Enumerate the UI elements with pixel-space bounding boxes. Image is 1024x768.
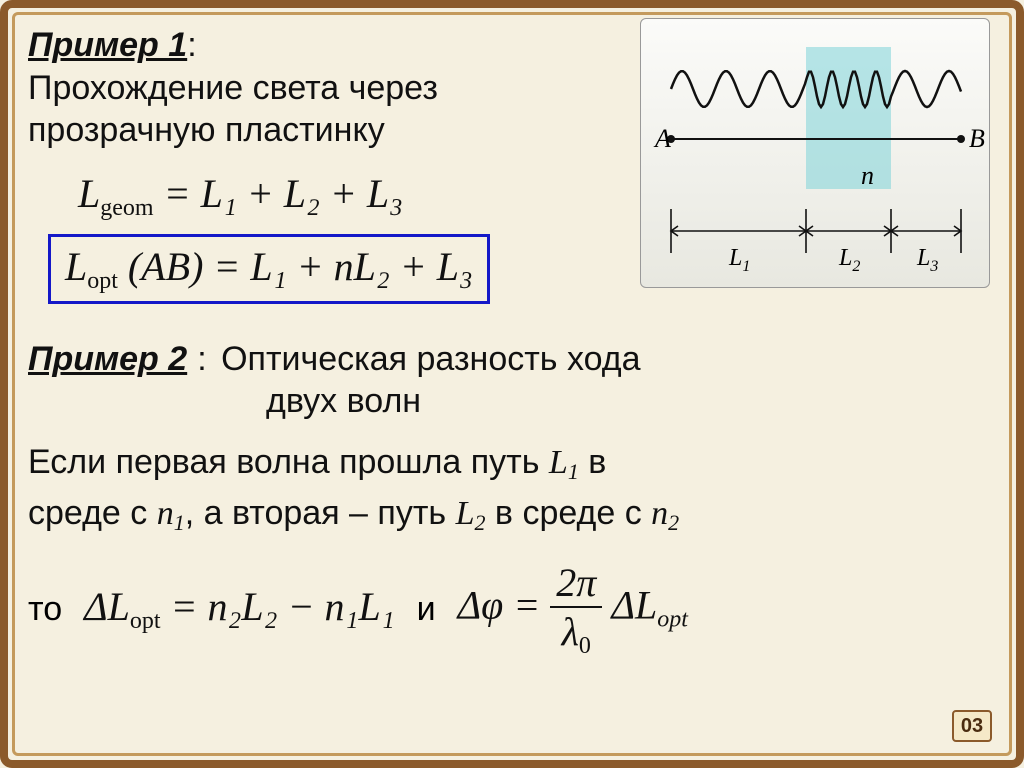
word-to: то bbox=[28, 590, 62, 629]
formula-delta-l: ΔLopt = n₂L₂ − n₁L₁ bbox=[84, 583, 395, 635]
formula-opt-boxed: Lopt (AB) = L₁ + nL₂ + L₃ bbox=[48, 234, 490, 304]
optical-path-diagram: A B n L1 L2 L3 bbox=[640, 18, 990, 288]
label-b: B bbox=[969, 124, 985, 153]
example-2-title-2: двух волн bbox=[266, 382, 421, 420]
example-1-block: Пример 1: Прохождение света через прозра… bbox=[28, 24, 996, 312]
formula-geom: Lgeom = L₁ + L₂ + L₃ bbox=[78, 170, 628, 222]
page-number: 03 bbox=[952, 710, 992, 742]
example-2-label: Пример 2 bbox=[28, 340, 187, 378]
label-a: A bbox=[653, 124, 671, 153]
point-b bbox=[957, 135, 965, 143]
example-1-text: Пример 1: Прохождение света через прозра… bbox=[28, 24, 628, 312]
example-1-desc-1: Прохождение света через bbox=[28, 69, 438, 107]
example-1-desc-2: прозрачную пластинку bbox=[28, 111, 385, 149]
example-2-title-1: Оптическая разность хода bbox=[221, 340, 640, 378]
plate-rect bbox=[806, 47, 891, 189]
dim-l2: L2 bbox=[838, 245, 860, 275]
word-and: и bbox=[417, 590, 436, 629]
final-formulas: то ΔLopt = n₂L₂ − n₁L₁ и Δφ = 2πλ0 ΔLopt bbox=[28, 551, 996, 668]
diagram-svg: A B n L1 L2 L3 bbox=[641, 19, 991, 289]
formula-delta-phi: Δφ = 2πλ0 ΔLopt bbox=[458, 559, 688, 660]
example-2-body: Если первая волна прошла путь L1 в среде… bbox=[28, 437, 996, 539]
dim-l3: L3 bbox=[916, 245, 938, 275]
example-1-label: Пример 1 bbox=[28, 26, 187, 64]
dim-l1: L1 bbox=[728, 245, 750, 275]
label-n: n bbox=[861, 161, 874, 190]
example-2-block: Пример 2: Оптическая разность хода двух … bbox=[28, 338, 996, 668]
